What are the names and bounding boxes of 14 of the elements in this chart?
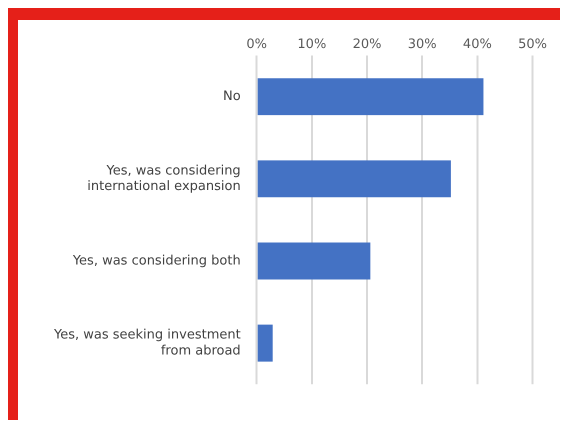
x-tick-label: 50% <box>518 37 548 52</box>
bar <box>258 78 484 116</box>
x-tick-label: 0% <box>246 37 268 52</box>
x-tick-label: 10% <box>297 37 326 52</box>
y-tick-label: Yes, was considering both <box>72 253 241 268</box>
y-tick-label: Yes, was considering international expansion <box>87 163 241 194</box>
y-tick-label: No <box>223 89 241 104</box>
x-tick-label: 40% <box>462 37 492 52</box>
x-tick-label: 20% <box>352 37 382 52</box>
bar <box>258 160 451 198</box>
x-tick-label: 30% <box>408 37 437 52</box>
bar <box>258 324 273 362</box>
y-tick-label: Yes, was seeking investment from abroad <box>52 328 241 358</box>
bar <box>258 242 370 280</box>
